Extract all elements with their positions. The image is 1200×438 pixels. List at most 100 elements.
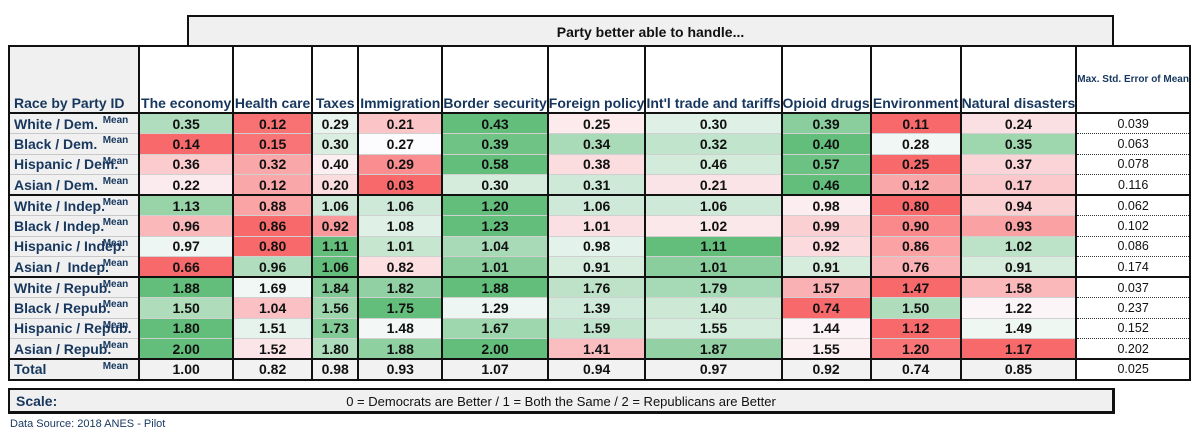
heat-cell: 1.73 <box>311 318 359 339</box>
heat-cell: 0.14 <box>138 133 234 155</box>
std-error-cell: 0.037 <box>1075 276 1191 298</box>
row-label: Hispanic / Dem. Mean <box>7 154 140 175</box>
se-column-header: Max. Std. Error of Mean <box>1075 45 1191 114</box>
row-label-text: Total <box>14 361 47 378</box>
table-row: White / Repub. Mean 1.88 1.69 1.84 1.82 1.88 1.… <box>7 276 1191 298</box>
heat-cell: 1.88 <box>441 276 548 298</box>
column-header: The economy <box>138 45 234 114</box>
heat-cell: 0.57 <box>780 154 871 175</box>
heat-cell: 0.28 <box>869 133 961 155</box>
heat-cell: 1.88 <box>357 338 443 360</box>
heat-cell: 1.80 <box>311 338 359 360</box>
heat-cell: 1.07 <box>441 358 548 381</box>
std-error-cell: 0.025 <box>1075 358 1191 381</box>
heat-cell: 0.92 <box>311 215 359 237</box>
column-header: Foreign policy <box>546 45 646 114</box>
heat-cell: 0.82 <box>232 358 313 381</box>
heat-cell: 0.25 <box>869 154 961 175</box>
stat-label: Mean <box>102 258 129 269</box>
heat-cell: 1.06 <box>311 256 359 278</box>
heat-cell: 1.51 <box>232 318 313 339</box>
heat-cell: 0.03 <box>357 174 443 196</box>
heat-cell: 1.02 <box>644 215 782 237</box>
heat-cell: 0.99 <box>780 215 871 237</box>
row-label-text: Hispanic / Indep. <box>14 238 126 255</box>
data-source: Data Source: 2018 ANES - Pilot <box>10 418 166 430</box>
heat-cell: 0.93 <box>357 358 443 381</box>
row-label: White / Dem. Mean <box>7 112 140 134</box>
heat-cell: 0.35 <box>959 133 1077 155</box>
heat-cell: 0.12 <box>869 174 961 196</box>
table-row: Total Mean 1.00 0.82 0.98 0.93 1.07 0.94 0.97 0.9… <box>7 358 1191 381</box>
stat-label: Mean <box>102 299 129 310</box>
heat-cell: 0.29 <box>357 154 443 175</box>
stat-label: Mean <box>102 319 129 331</box>
heatmap-table: Race by Party ID The economy Health care T… <box>7 45 1191 381</box>
heat-cell: 1.47 <box>869 276 961 298</box>
heat-cell: 1.79 <box>644 276 782 298</box>
heat-cell: 1.44 <box>780 318 871 339</box>
row-label: White / Repub. Mean <box>7 276 140 298</box>
scale-text: 0 = Democrats are Better / 1 = Both the … <box>346 394 776 409</box>
table-row: Black / Indep. Mean 0.96 0.86 0.92 1.08 1.23 1.… <box>7 215 1191 237</box>
table-row: Asian / Indep. Mean 0.66 0.96 1.06 0.82 1.01 0.… <box>7 256 1191 278</box>
heat-cell: 0.38 <box>546 154 646 175</box>
heat-cell: 1.11 <box>644 236 782 257</box>
stat-label: Mean <box>102 279 129 290</box>
heat-cell: 0.30 <box>441 174 548 196</box>
heat-cell: 1.88 <box>138 276 234 298</box>
std-error-cell: 0.078 <box>1075 154 1191 175</box>
heat-cell: 1.01 <box>546 215 646 237</box>
heat-cell: 0.90 <box>869 215 961 237</box>
row-label-text: Black / Indep. <box>14 217 105 234</box>
heat-cell: 1.55 <box>644 318 782 339</box>
heat-cell: 0.12 <box>232 112 313 134</box>
heat-cell: 0.40 <box>311 154 359 175</box>
heat-cell: 0.92 <box>780 236 871 257</box>
std-error-cell: 0.102 <box>1075 215 1191 237</box>
heat-cell: 0.76 <box>869 256 961 278</box>
heat-cell: 0.27 <box>357 133 443 155</box>
row-label-text: White / Dem. <box>14 115 99 132</box>
row-label: Black / Dem. Mean <box>7 133 140 155</box>
heat-cell: 1.75 <box>357 297 443 319</box>
heat-cell: 0.88 <box>232 194 313 216</box>
heat-cell: 0.96 <box>232 256 313 278</box>
stat-label: Mean <box>102 155 129 167</box>
stat-label: Mean <box>102 176 129 187</box>
scale-label: Scale: <box>16 393 58 409</box>
heat-cell: 1.13 <box>138 194 234 216</box>
heat-cell: 1.82 <box>357 276 443 298</box>
heat-cell: 0.94 <box>959 194 1077 216</box>
heat-cell: 1.48 <box>357 318 443 339</box>
std-error-cell: 0.086 <box>1075 236 1191 257</box>
table-row: Hispanic / Repub. Mean 1.80 1.51 1.73 1.48 1.6… <box>7 318 1191 339</box>
heat-cell: 0.86 <box>232 215 313 237</box>
header-row: Race by Party ID The economy Health care T… <box>7 45 1191 114</box>
std-error-cell: 0.063 <box>1075 133 1191 155</box>
heat-cell: 1.04 <box>441 236 548 257</box>
heat-cell: 0.12 <box>232 174 313 196</box>
heat-cell: 0.34 <box>546 133 646 155</box>
heat-cell: 0.98 <box>311 358 359 381</box>
heat-cell: 1.01 <box>357 236 443 257</box>
row-label-text: Asian / Indep. <box>14 258 109 275</box>
row-label-text: White / Repub. <box>14 279 112 296</box>
column-header: Immigration <box>357 45 443 114</box>
heat-cell: 0.30 <box>644 112 782 134</box>
table-row: White / Indep. Mean 1.13 0.88 1.06 1.06 1.20 1.… <box>7 194 1191 216</box>
column-header: Health care <box>232 45 313 114</box>
heat-cell: 0.58 <box>441 154 548 175</box>
std-error-cell: 0.039 <box>1075 112 1191 134</box>
heat-cell: 0.74 <box>780 297 871 319</box>
heat-cell: 1.23 <box>441 215 548 237</box>
heat-cell: 1.02 <box>959 236 1077 257</box>
row-label-text: White / Indep. <box>14 197 105 214</box>
column-header: Environment <box>869 45 961 114</box>
heat-cell: 0.29 <box>311 112 359 134</box>
heat-cell: 0.15 <box>232 133 313 155</box>
row-label: Hispanic / Repub. Mean <box>7 318 140 339</box>
heat-cell: 1.84 <box>311 276 359 298</box>
heat-cell: 1.58 <box>959 276 1077 298</box>
heat-cell: 1.00 <box>138 358 234 381</box>
